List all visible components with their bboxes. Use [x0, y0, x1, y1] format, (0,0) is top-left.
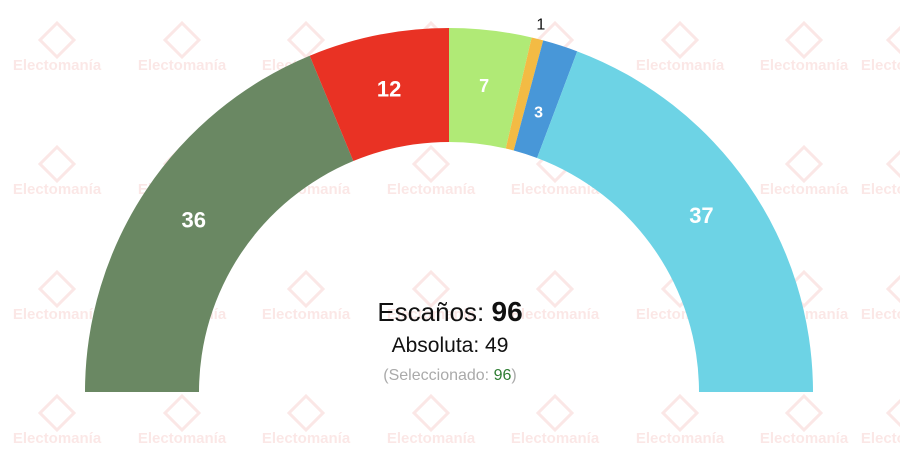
selected-prefix: (Seleccionado: [383, 367, 490, 384]
seats-total: Escaños: 96 [0, 296, 900, 328]
selected-value: 96 [493, 367, 512, 384]
seats-label: Escaños: [377, 297, 485, 327]
slice-4 [513, 40, 578, 159]
slice-label-0: 36 [181, 207, 205, 232]
slice-2 [449, 28, 532, 149]
selected-suffix: ) [511, 367, 517, 384]
majority-label: Absoluta: [391, 334, 480, 357]
majority-value: 49 [485, 334, 509, 357]
slice-1 [309, 28, 449, 162]
slice-label-1: 12 [377, 77, 401, 102]
slice-3 [505, 37, 544, 151]
selected-line: (Seleccionado: 96) [0, 367, 900, 385]
slice-label-2: 7 [479, 76, 489, 96]
majority-line: Absoluta: 49 [0, 334, 900, 358]
slice-0 [85, 55, 354, 392]
seats-value: 96 [491, 296, 523, 327]
slice-label-4: 3 [534, 104, 543, 121]
slice-label-3: 1 [536, 17, 545, 34]
slice-5 [537, 51, 813, 393]
slice-label-5: 37 [689, 203, 713, 228]
